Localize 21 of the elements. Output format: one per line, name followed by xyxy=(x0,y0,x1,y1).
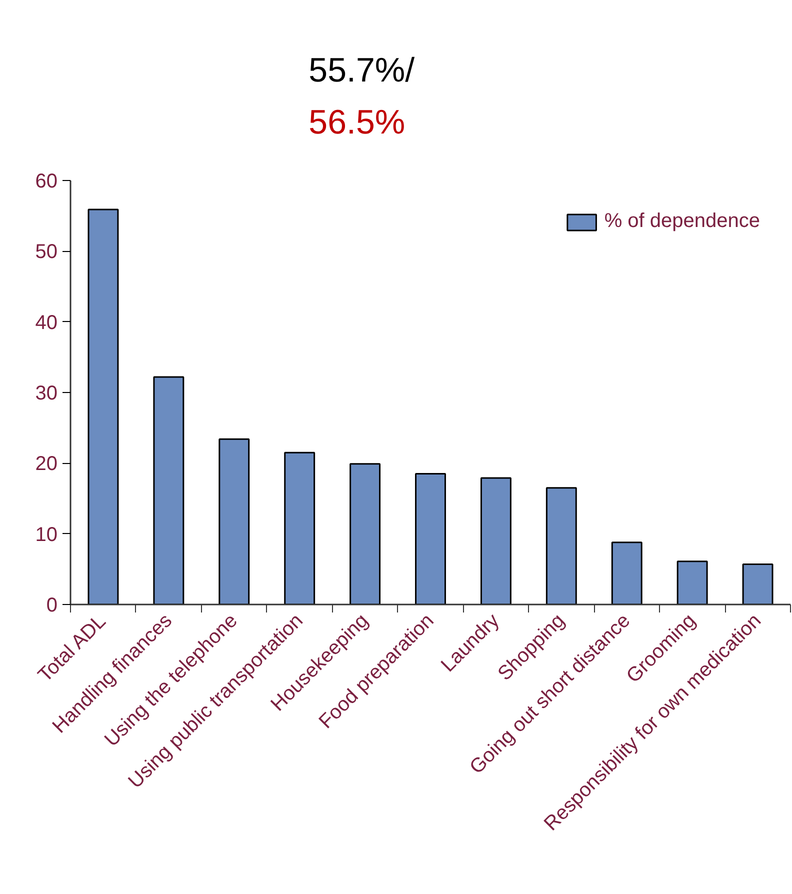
bar xyxy=(218,438,250,604)
y-tick-label: 40 xyxy=(35,312,58,334)
bar xyxy=(480,477,512,604)
y-tick-label: 50 xyxy=(35,241,58,264)
bar xyxy=(415,473,446,604)
y-tick-label: 30 xyxy=(35,382,58,404)
bar xyxy=(153,376,184,604)
legend-label: % of dependence xyxy=(604,210,760,233)
y-tick-label: 20 xyxy=(35,453,58,476)
bar xyxy=(611,542,642,604)
y-tick-label: 60 xyxy=(35,170,58,192)
bar xyxy=(546,487,577,604)
y-tick-label: 10 xyxy=(35,524,58,546)
bar xyxy=(284,452,316,604)
bar xyxy=(676,560,708,604)
bar xyxy=(742,563,774,604)
text: 55.7%/ xyxy=(308,52,416,90)
bar xyxy=(88,208,119,604)
bar xyxy=(350,463,381,604)
y-tick-label: 0 xyxy=(46,594,58,616)
text: 56.5% xyxy=(308,104,406,142)
